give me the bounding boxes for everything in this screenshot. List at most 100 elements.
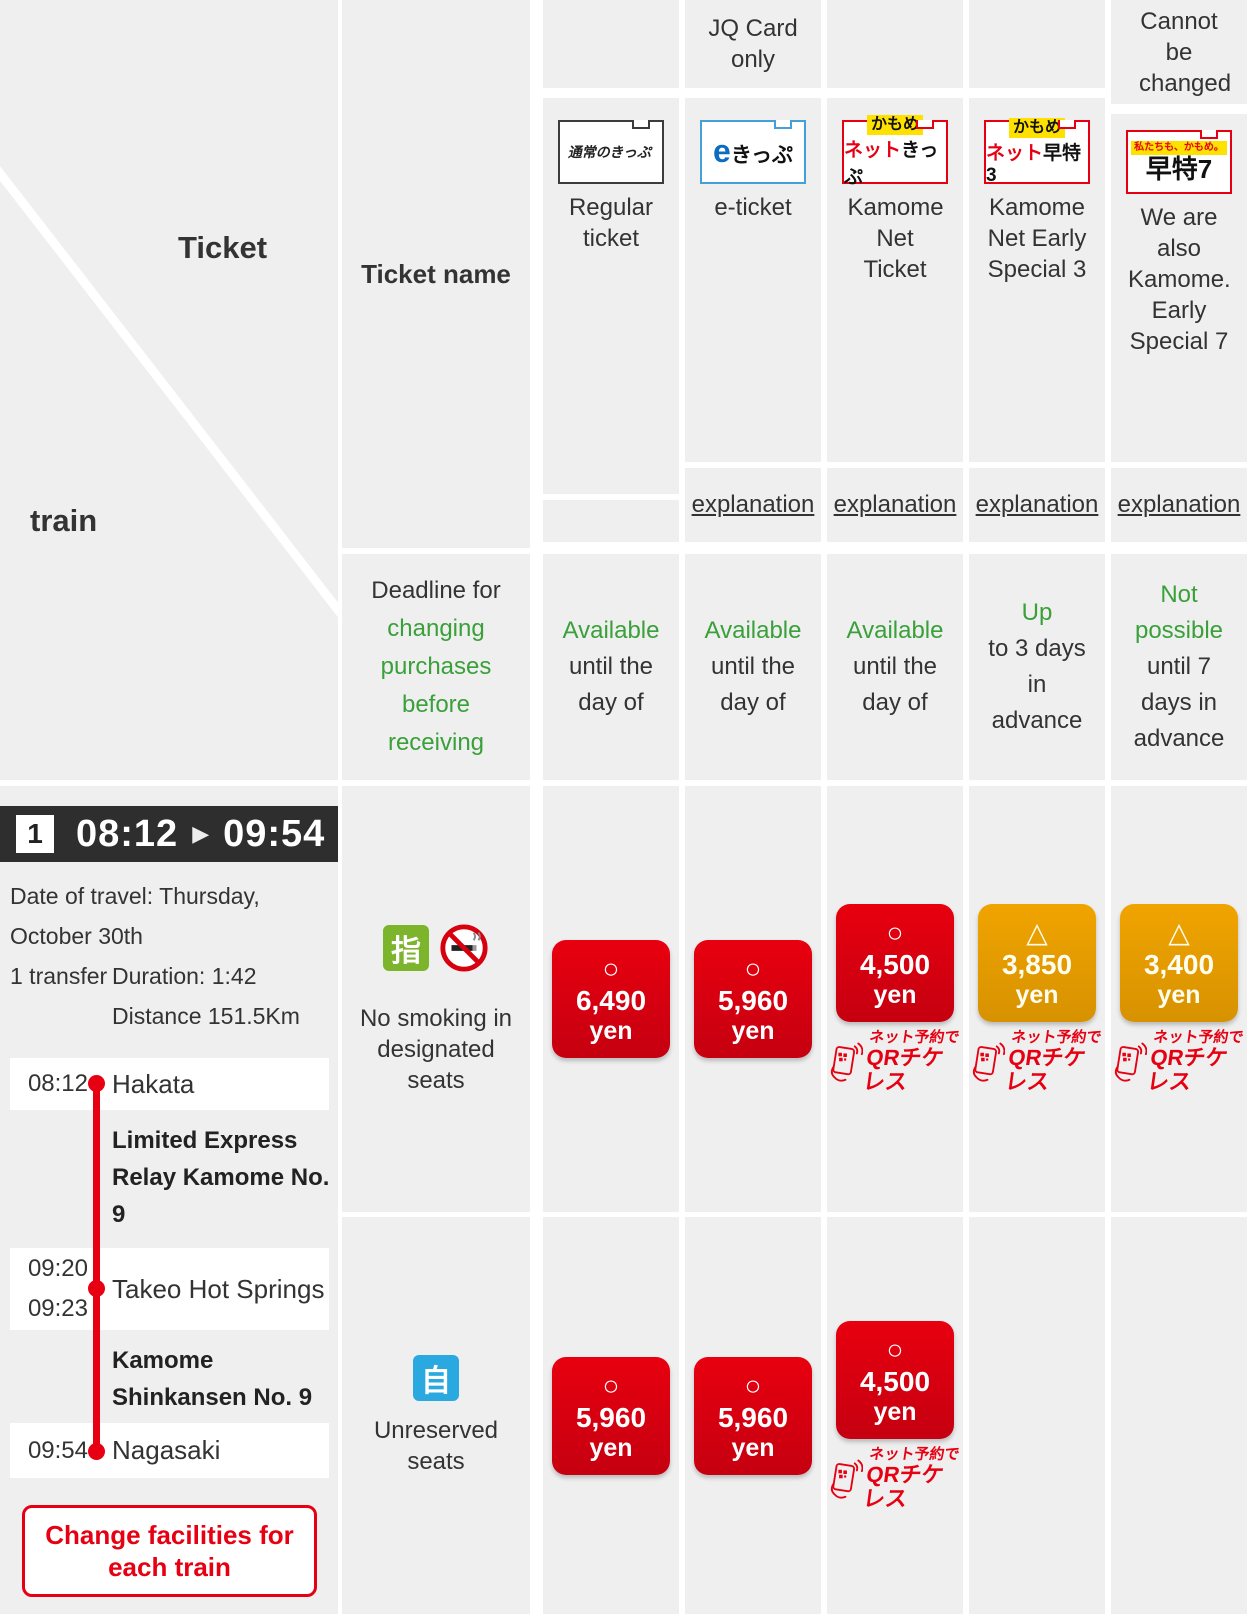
stop-name: Hakata [112, 1068, 195, 1099]
arrow-right-icon: ▶ [192, 821, 210, 846]
seat-type-label: Unreserved seats [373, 1416, 499, 1475]
fare-cell-r2-early7-empty [1111, 1217, 1247, 1614]
leg-name-kamome-shinkansen: Kamome Shinkansen No. 9 [112, 1347, 313, 1411]
fare-cell-r2-early3-empty [969, 1217, 1105, 1614]
ticket-name: Kamome Net Ticket [847, 194, 944, 283]
corner-train-label: train [30, 503, 98, 538]
explanation-link[interactable]: explanation [1117, 491, 1241, 518]
stop-name: Nagasaki [112, 1435, 221, 1465]
arrive-time: 09:54 [223, 812, 326, 855]
train-header-bar: 1 08:12 ▶ 09:54 [0, 806, 338, 862]
fare-cell-r1-regular: ○ 6,490 yen [543, 786, 679, 1212]
ticket-name-header-cell: Ticket name [342, 0, 530, 548]
stop-name: Takeo Hot Springs [112, 1273, 325, 1304]
qr-ticketless-badge: ネット予約で QRチケレス [827, 1029, 963, 1094]
qr-phone-icon [1114, 1042, 1147, 1082]
deadline-label-cell: Deadline for changing purchases before r… [342, 554, 530, 780]
availability-circle-icon: ○ [602, 1369, 620, 1401]
station-row-takeo: 09:20 09:23 Takeo Hot Springs [10, 1248, 329, 1330]
availability-circle-icon: ○ [602, 953, 620, 984]
corner-ticket-label: Ticket [178, 230, 268, 265]
availability-circle-icon: ○ [886, 1333, 904, 1365]
reserved-seat-icon: 指 [383, 924, 429, 971]
top-note-jq-card: JQ Card only [685, 0, 821, 88]
availability-triangle-icon: △ [1168, 917, 1190, 949]
fare-button[interactable]: ○ 5,960 yen [694, 940, 812, 1058]
seat-type-unreserved-cell: 自 Unreserved seats [342, 1217, 530, 1614]
ticket-notch-icon [1200, 130, 1218, 139]
fare-button[interactable]: ○ 5,960 yen [694, 1356, 812, 1475]
fare-button[interactable]: ○ 6,490 yen [552, 940, 670, 1058]
train-number-badge: 1 [16, 815, 54, 853]
route-dot-icon [88, 1280, 105, 1297]
ticket-name: Regular ticket [568, 194, 654, 252]
route-line [93, 1084, 100, 1452]
fare-button[interactable]: △ 3,850 yen [978, 904, 1096, 1023]
explanation-link[interactable]: explanation [975, 491, 1099, 518]
deadline-value-eticket: Available until the day of [685, 554, 821, 780]
unreserved-seat-icon: 自 [413, 1354, 459, 1401]
explanation-link[interactable]: explanation [833, 491, 957, 518]
top-note-empty-regular [543, 0, 679, 88]
explanation-link[interactable]: explanation [691, 491, 815, 518]
fare-cell-r2-eticket: ○ 5,960 yen [685, 1217, 821, 1614]
top-note-empty-early3 [969, 0, 1105, 88]
qr-phone-icon [972, 1042, 1005, 1082]
station-row-nagasaki: 09:54 Nagasaki [10, 1423, 329, 1478]
explanation-cell-eticket: explanation [685, 468, 821, 542]
fare-cell-r2-regular: ○ 5,960 yen [543, 1217, 679, 1614]
deadline-value-regular: Available until the day of [543, 554, 679, 780]
early-special-7-logo: 私たちも、かもめ。 早特7 [1126, 130, 1232, 194]
deadline-value-early7: Not possible until 7 days in advance [1111, 554, 1247, 780]
top-note-empty-kamome-net [827, 0, 963, 88]
fare-button[interactable]: △ 3,400 yen [1120, 904, 1238, 1023]
explanation-cell-kamome-net: explanation [827, 468, 963, 542]
kamome-net-early-special-3-logo: かもめ ネット早特3 [984, 117, 1090, 186]
ticket-notch-icon [632, 120, 650, 129]
regular-ticket-logo: 通常のきっぷ [558, 120, 664, 184]
explanation-cell-early7: explanation [1111, 468, 1247, 542]
route-dot-icon [88, 1075, 105, 1092]
deadline-value-kamome-net: Available until the day of [827, 554, 963, 780]
explanation-cell-early3: explanation [969, 468, 1105, 542]
top-note-cannot-change: Cannot be changed [1111, 0, 1247, 104]
ticket-name: Kamome Net Early Special 3 [987, 194, 1087, 283]
qr-ticketless-badge: ネット予約で QRチケレス [827, 1446, 963, 1511]
duration-distance: Duration: 1:42 Distance 151.5Km [112, 956, 300, 1036]
corner-header-cell: Ticket train [0, 0, 338, 780]
ticket-col-kamome-net: かもめ ネットきっぷ Kamome Net Ticket [827, 98, 963, 462]
deadline-value-early3: Up to 3 days in advance [969, 554, 1105, 780]
route-dot-icon [88, 1443, 105, 1460]
ticket-notch-icon [774, 120, 792, 129]
station-row-hakata: 08:12 Hakata [10, 1058, 329, 1110]
change-facilities-button[interactable]: Change facilities for each train [22, 1505, 317, 1597]
travel-details: Date of travel: Thursday, October 30th 1… [10, 876, 332, 1036]
fare-button[interactable]: ○ 4,500 yen [836, 904, 954, 1023]
fare-cell-r1-early7: △ 3,400 yen ネット予約で QRチケレス [1111, 786, 1247, 1212]
kamome-net-ticket-logo: かもめ ネットきっぷ [842, 115, 948, 188]
stop-time: 08:12 [27, 1070, 88, 1097]
ticket-col-eticket: eきっぷ e-ticket [685, 98, 821, 462]
duration: Duration: 1:42 [112, 963, 257, 989]
availability-triangle-icon: △ [1026, 917, 1048, 949]
fare-button[interactable]: ○ 5,960 yen [552, 1356, 670, 1475]
stop-times: 09:20 09:23 [27, 1255, 88, 1322]
explanation-cell-empty [543, 500, 679, 542]
date-of-travel: Date of travel: Thursday, October 30th [10, 883, 260, 949]
qr-ticketless-badge: ネット予約で QRチケレス [1111, 1029, 1247, 1094]
fare-button[interactable]: ○ 4,500 yen [836, 1320, 954, 1439]
availability-circle-icon: ○ [886, 917, 904, 949]
ticket-name-label: Ticket name [361, 258, 511, 289]
ticket-name: e-ticket [714, 194, 792, 221]
transfer-count: 1 transfer [10, 963, 108, 989]
ticket-name: We are also Kamome. Early Special 7 [1128, 204, 1231, 355]
qr-ticketless-badge: ネット予約で QRチケレス [969, 1029, 1105, 1094]
ticket-col-early-special-7: 私たちも、かもめ。 早特7 We are also Kamome. Early … [1111, 114, 1247, 462]
availability-circle-icon: ○ [744, 953, 762, 984]
deadline-label: Deadline for changing purchases before r… [371, 577, 501, 756]
eticket-logo: eきっぷ [700, 120, 806, 184]
fare-cell-r1-early3: △ 3,850 yen ネット予約で QRチケレス [969, 786, 1105, 1212]
ticket-notch-icon [916, 120, 934, 129]
distance: Distance 151.5Km [112, 1003, 300, 1029]
